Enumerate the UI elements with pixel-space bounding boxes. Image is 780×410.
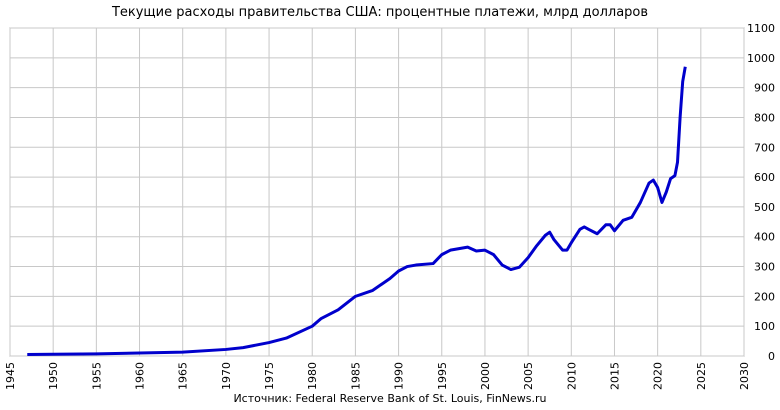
x-tick-label: 1955 bbox=[90, 362, 103, 390]
x-tick-label: 1965 bbox=[177, 362, 190, 390]
x-tick-label: 1960 bbox=[134, 362, 147, 390]
x-tick-label: 2020 bbox=[652, 362, 665, 390]
x-tick-label: 2015 bbox=[608, 362, 621, 390]
x-tick-label: 1950 bbox=[47, 362, 60, 390]
x-tick-label: 2030 bbox=[738, 362, 751, 390]
x-tick-label: 1980 bbox=[306, 362, 319, 390]
y-tick-label: 0 bbox=[768, 350, 775, 363]
x-tick-label: 1990 bbox=[393, 362, 406, 390]
y-tick-label: 100 bbox=[754, 320, 775, 333]
x-tick-label: 2010 bbox=[565, 362, 578, 390]
x-tick-label: 1945 bbox=[4, 362, 17, 390]
x-tick-label: 1995 bbox=[436, 362, 449, 390]
y-tick-label: 1000 bbox=[747, 52, 775, 65]
y-tick-label: 1100 bbox=[747, 22, 775, 35]
x-tick-label: 1985 bbox=[349, 362, 362, 390]
x-tick-label: 2000 bbox=[479, 362, 492, 390]
source-note: Источник: Federal Reserve Bank of St. Lo… bbox=[233, 392, 546, 405]
y-tick-label: 200 bbox=[754, 290, 775, 303]
y-tick-label: 900 bbox=[754, 82, 775, 95]
y-tick-label: 500 bbox=[754, 201, 775, 214]
x-tick-label: 1975 bbox=[263, 362, 276, 390]
y-tick-label: 400 bbox=[754, 231, 775, 244]
x-tick-label: 2005 bbox=[522, 362, 535, 390]
y-tick-label: 600 bbox=[754, 171, 775, 184]
y-tick-label: 800 bbox=[754, 111, 775, 124]
data-line bbox=[27, 66, 687, 357]
y-tick-label: 700 bbox=[754, 141, 775, 154]
y-tick-label: 300 bbox=[754, 261, 775, 274]
x-tick-label: 1970 bbox=[220, 362, 233, 390]
plot-area bbox=[9, 27, 745, 357]
x-tick-label: 2025 bbox=[695, 362, 708, 390]
chart-title: Текущие расходы правительства США: проце… bbox=[111, 5, 648, 20]
